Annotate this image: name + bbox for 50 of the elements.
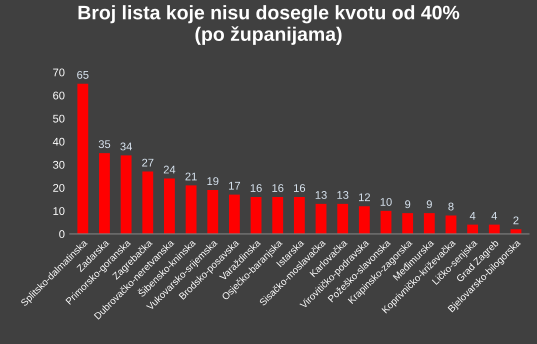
bar <box>424 213 435 234</box>
y-tick-label: 10 <box>53 207 65 215</box>
bar <box>446 215 456 234</box>
y-tick-label: 70 <box>53 68 65 76</box>
data-label: 16 <box>272 184 284 192</box>
data-label: 65 <box>77 70 89 79</box>
bar <box>272 196 284 234</box>
bar <box>207 190 218 234</box>
y-tick-label: 0 <box>59 230 65 238</box>
bar <box>164 178 175 234</box>
data-label: 4 <box>470 212 476 220</box>
bar <box>250 196 262 234</box>
y-tick-label: 60 <box>53 92 65 100</box>
bar <box>294 196 305 234</box>
data-label: 13 <box>316 191 327 199</box>
bar <box>402 213 414 234</box>
y-tick-label: 50 <box>53 114 65 123</box>
chart-title: Broj lista koje nisu dosegle kvotu od 40% (po županijama) <box>78 5 460 45</box>
y-tick-label: 30 <box>53 160 65 169</box>
data-label: 24 <box>164 166 176 174</box>
data-label: 12 <box>359 193 370 202</box>
data-label: 13 <box>337 191 348 199</box>
bar <box>99 153 110 234</box>
data-label: 35 <box>98 140 110 148</box>
data-label: 10 <box>380 198 392 206</box>
bar <box>488 224 500 234</box>
data-label: 9 <box>405 200 410 208</box>
data-label: 16 <box>294 184 306 192</box>
data-label: 9 <box>426 200 432 208</box>
bar <box>120 155 132 234</box>
data-label: 19 <box>207 177 218 186</box>
bar <box>337 204 348 234</box>
y-tick-label: 40 <box>52 138 65 146</box>
bar <box>77 84 88 234</box>
data-label: 2 <box>513 216 518 224</box>
data-label: 27 <box>142 158 154 166</box>
bar <box>316 204 326 234</box>
bar <box>358 206 370 234</box>
bar <box>186 185 197 234</box>
bar <box>380 210 392 234</box>
bar <box>467 224 478 234</box>
data-label: 4 <box>491 212 498 220</box>
data-label: 21 <box>185 172 197 180</box>
bar <box>228 194 240 234</box>
data-label: 17 <box>229 182 240 190</box>
data-label: 8 <box>448 202 454 210</box>
data-label: 34 <box>120 142 132 150</box>
y-tick-label: 20 <box>53 184 65 192</box>
bar <box>142 172 154 234</box>
data-label: 16 <box>250 184 262 192</box>
